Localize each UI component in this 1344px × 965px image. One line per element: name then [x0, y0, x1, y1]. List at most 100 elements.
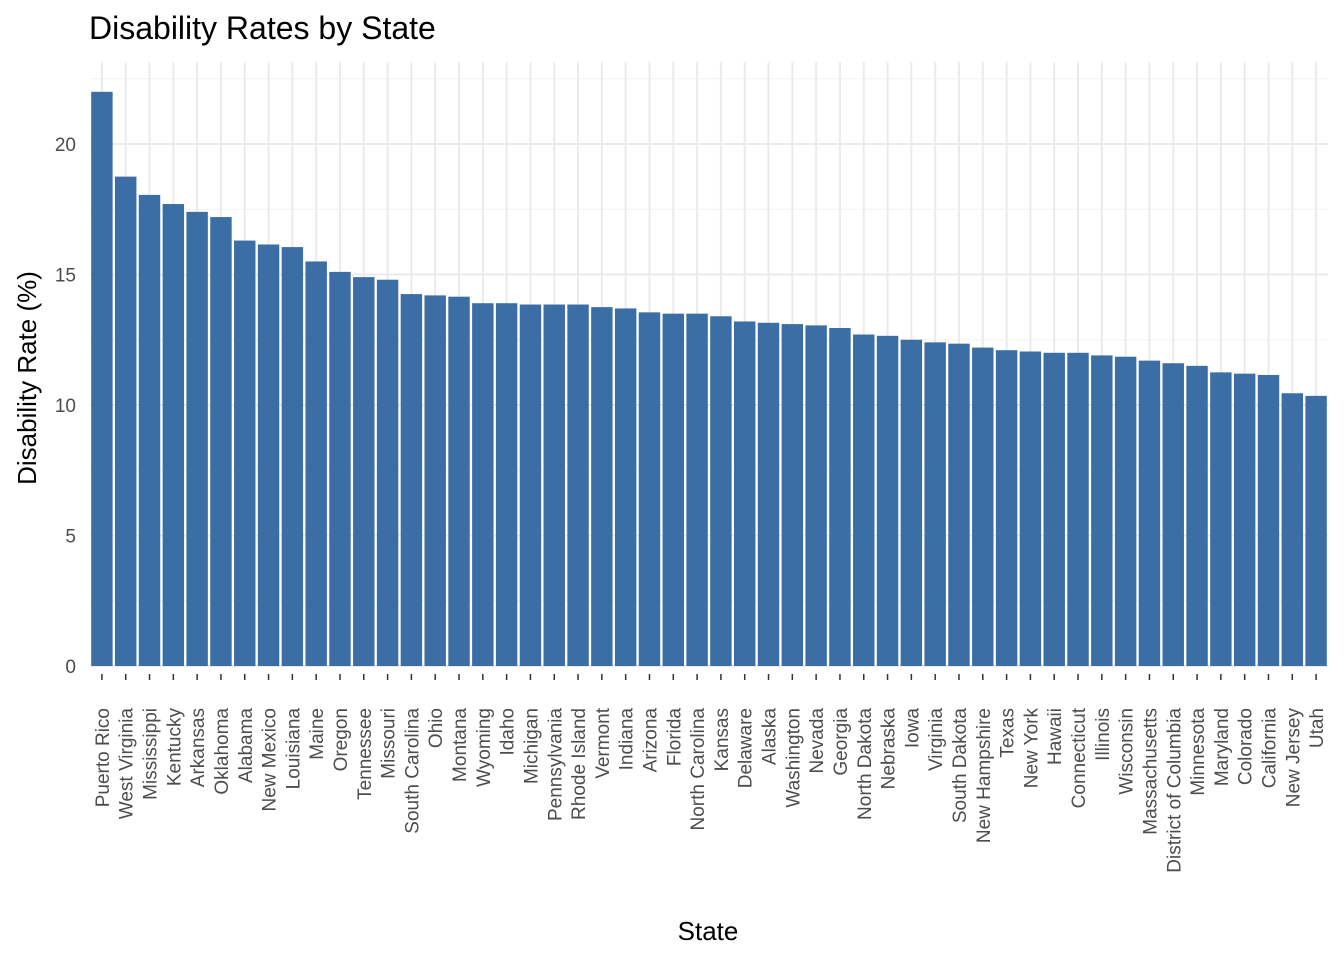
- x-tick-label: Colorado: [1236, 708, 1257, 785]
- bar: [281, 247, 304, 666]
- x-tick-label: South Carolina: [402, 708, 423, 834]
- x-tick-label: Montana: [450, 708, 471, 782]
- bar: [329, 271, 351, 666]
- x-tick-label: New York: [1021, 708, 1042, 789]
- x-tick-label: New Jersey: [1283, 708, 1304, 808]
- x-tick-label: New Hampshire: [974, 708, 995, 843]
- x-tick-label: Georgia: [831, 708, 852, 776]
- y-tick-label: 15: [55, 266, 76, 287]
- bar: [1210, 372, 1232, 666]
- x-tick-label: West Virginia: [117, 708, 138, 820]
- bar: [519, 304, 542, 666]
- x-tick-label: Maine: [307, 708, 328, 760]
- y-tick-label: 20: [55, 135, 76, 156]
- bar: [400, 294, 423, 666]
- bar: [567, 304, 589, 666]
- bar: [353, 277, 375, 666]
- x-tick-label: Arkansas: [188, 708, 209, 787]
- x-axis: Puerto Rico West Virginia Mississippi Kentu…: [93, 674, 1328, 873]
- x-tick-label: Wisconsin: [1117, 708, 1138, 795]
- bar: [829, 328, 851, 666]
- x-tick-label: Vermont: [593, 707, 614, 778]
- bar: [114, 176, 137, 666]
- x-tick-label: Connecticut: [1069, 707, 1090, 808]
- x-tick-label: Illinois: [1093, 708, 1114, 761]
- x-tick-label: Mississippi: [141, 708, 162, 800]
- bar: [591, 307, 613, 666]
- bar: [424, 295, 446, 666]
- bar: [686, 313, 708, 666]
- x-tick-label: Wyoming: [474, 708, 495, 787]
- x-tick-label: North Carolina: [688, 708, 709, 831]
- bar: [305, 261, 327, 666]
- x-tick-label: Ohio: [426, 708, 447, 748]
- bar: [234, 240, 256, 666]
- bar: [710, 316, 732, 666]
- x-tick-label: Massachusetts: [1140, 708, 1161, 835]
- bar: [210, 217, 232, 666]
- x-tick-label: Hawaii: [1045, 708, 1066, 765]
- x-tick-label: South Dakota: [950, 708, 971, 824]
- x-tick-label: Pennsylvania: [545, 708, 566, 821]
- bar: [1305, 395, 1327, 666]
- bar: [995, 350, 1018, 666]
- bar: [472, 303, 494, 666]
- bar: [91, 91, 113, 667]
- bar: [448, 296, 470, 666]
- x-tick-label: Michigan: [521, 708, 542, 784]
- x-tick-label: North Dakota: [855, 708, 876, 820]
- y-tick-label: 5: [65, 527, 76, 548]
- x-tick-label: Rhode Island: [569, 708, 590, 820]
- x-tick-label: Texas: [998, 708, 1019, 758]
- bar: [1067, 352, 1089, 666]
- bar: [1091, 355, 1113, 666]
- bar: [805, 325, 827, 666]
- x-tick-label: Minnesota: [1188, 708, 1209, 796]
- bar: [638, 312, 661, 666]
- x-tick-label: Kentucky: [164, 708, 185, 787]
- bar: [733, 321, 756, 666]
- y-axis: 0 5 10 15 20: [55, 135, 76, 678]
- x-tick-label: Nebraska: [879, 708, 900, 790]
- bar: [376, 279, 399, 666]
- bar: [924, 342, 946, 666]
- bars: [91, 91, 1327, 667]
- x-tick-label: Utah: [1307, 708, 1328, 748]
- y-tick-label: 0: [65, 657, 76, 678]
- bar: [1138, 360, 1161, 666]
- bar: [1162, 363, 1184, 666]
- chart-title: Disability Rates by State: [89, 10, 436, 46]
- bar: [757, 322, 780, 666]
- bar: [614, 308, 637, 666]
- bar: [257, 244, 280, 667]
- x-tick-label: Virginia: [926, 708, 947, 771]
- bar: [138, 194, 161, 666]
- x-tick-label: Oklahoma: [212, 708, 233, 795]
- bar: [972, 347, 994, 666]
- bar: [876, 335, 899, 666]
- bar: [781, 324, 804, 666]
- x-tick-label: Arizona: [640, 708, 661, 773]
- x-tick-label: Nevada: [807, 708, 828, 774]
- x-tick-label: Louisiana: [283, 708, 304, 790]
- bar: [495, 303, 518, 666]
- bar: [948, 343, 970, 666]
- x-tick-label: Idaho: [498, 708, 519, 756]
- x-tick-label: Indiana: [617, 708, 638, 771]
- x-tick-label: Washington: [783, 708, 804, 808]
- bar: [1019, 351, 1042, 666]
- bar: [1114, 356, 1137, 666]
- x-tick-label: Kansas: [712, 708, 733, 771]
- x-tick-label: Alabama: [236, 708, 257, 783]
- x-tick-label: Tennessee: [355, 708, 376, 800]
- x-axis-title: State: [678, 916, 739, 946]
- x-tick-label: Puerto Rico: [93, 708, 114, 807]
- bar: [853, 334, 875, 666]
- bar: [900, 339, 923, 666]
- bar: [162, 204, 185, 666]
- x-tick-label: Alaska: [760, 708, 781, 765]
- x-tick-label: District of Columbia: [1164, 708, 1185, 873]
- bar: [1257, 374, 1280, 666]
